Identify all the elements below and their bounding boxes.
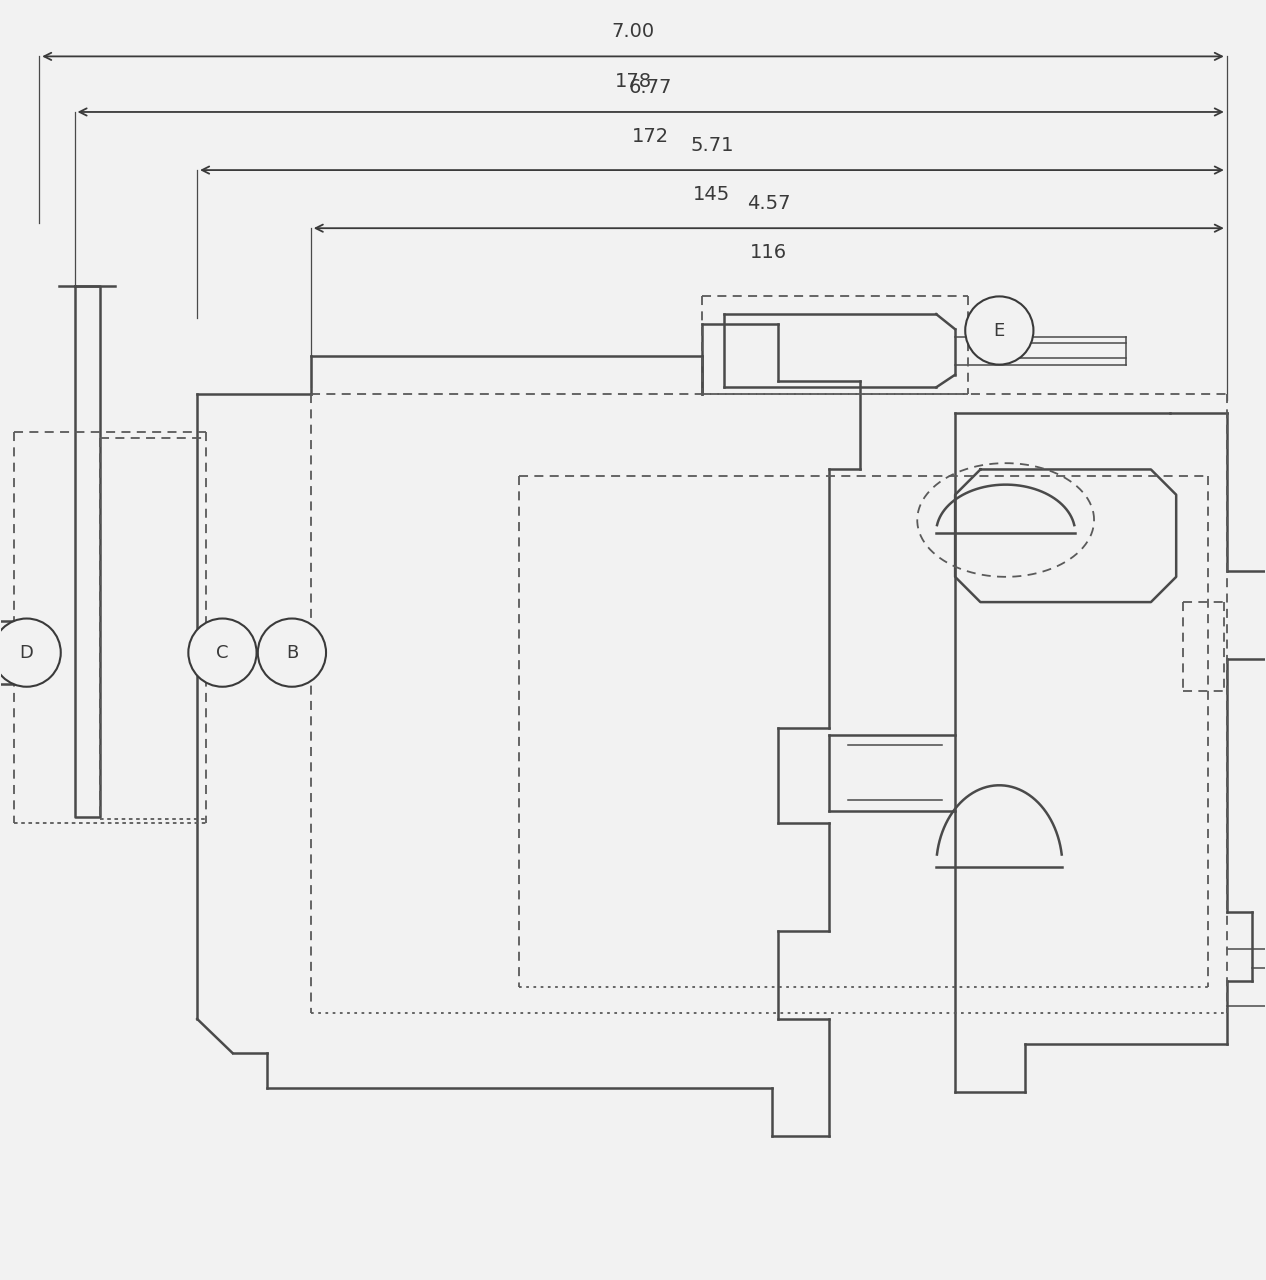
Text: 4.57: 4.57 (747, 195, 790, 212)
Text: 5.71: 5.71 (690, 136, 734, 155)
Text: 178: 178 (614, 72, 652, 91)
Circle shape (189, 618, 257, 687)
Text: E: E (994, 321, 1005, 339)
Text: C: C (216, 644, 229, 662)
Text: 116: 116 (751, 243, 787, 262)
Circle shape (0, 618, 61, 687)
Text: 6.77: 6.77 (629, 78, 672, 97)
Text: 145: 145 (694, 186, 730, 205)
Text: 7.00: 7.00 (611, 22, 655, 41)
Text: D: D (20, 644, 34, 662)
Text: 172: 172 (632, 127, 670, 146)
Circle shape (965, 297, 1033, 365)
Text: B: B (286, 644, 298, 662)
Circle shape (258, 618, 327, 687)
